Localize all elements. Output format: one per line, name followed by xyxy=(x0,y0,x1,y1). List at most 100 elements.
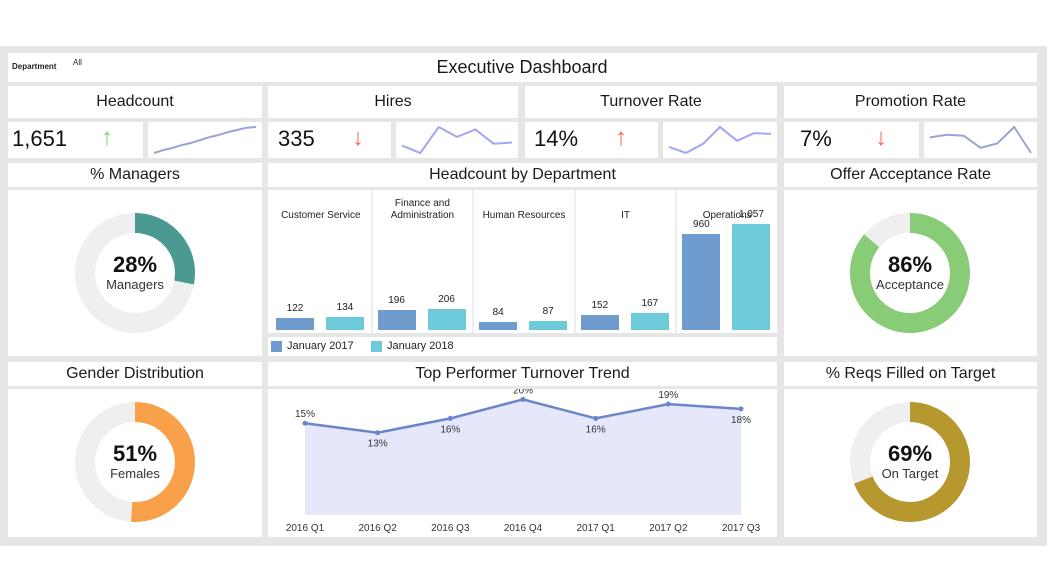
sparkline-line xyxy=(668,125,772,155)
trend-data-label: 20% xyxy=(513,389,533,396)
kpi-value-panel-turnover xyxy=(525,122,658,158)
reqs-sublabel: On Target xyxy=(881,466,939,481)
legend-label-2017: January 2017 xyxy=(287,340,354,352)
managers-title: % Managers xyxy=(8,163,262,187)
x-tick-label: 2016 Q2 xyxy=(358,523,397,534)
sparkline-hires xyxy=(396,122,518,158)
bar-2017[interactable] xyxy=(276,317,314,330)
trend-point[interactable] xyxy=(520,396,526,402)
arrow-up-icon: ↑ xyxy=(615,124,627,151)
dept-divider xyxy=(573,190,576,333)
dept-divider xyxy=(370,190,373,333)
trend-point[interactable] xyxy=(665,401,671,407)
department-filter-label: Department xyxy=(12,62,57,71)
bar-value-label: 196 xyxy=(388,295,405,307)
headcount-by-dept-title: Headcount by Department xyxy=(268,163,777,187)
bar-2017[interactable] xyxy=(377,310,416,330)
dept-divider xyxy=(675,190,678,333)
turnover-trend-chart: 15% 2016 Q1 13% 2016 Q2 16% 2016 Q3 20% 2016 Q4… xyxy=(286,389,761,534)
trend-data-label: 13% xyxy=(368,439,388,450)
kpi-value-panel-promotion xyxy=(784,122,919,158)
dept-category-label: IT xyxy=(621,210,631,221)
legend-item-2018[interactable]: January 2018 xyxy=(371,340,454,352)
header-bar xyxy=(8,53,1037,82)
gender-sublabel: Females xyxy=(110,466,160,481)
trend-data-label: 19% xyxy=(658,390,678,401)
department-filter-value[interactable]: All xyxy=(73,58,82,67)
kpi-title-headcount: Headcount xyxy=(8,86,262,118)
x-tick-label: 2016 Q3 xyxy=(431,523,470,534)
arrow-up-icon: ↑ xyxy=(101,124,113,151)
sparkline-line xyxy=(401,125,513,155)
dept-category-label: Finance and Administration xyxy=(390,198,455,221)
x-tick-label: 2017 Q3 xyxy=(722,523,761,534)
kpi-value-turnover: 14% xyxy=(534,126,579,151)
trend-point[interactable] xyxy=(375,430,381,436)
offer-acceptance-donut: 86% Acceptance xyxy=(850,213,970,333)
sparkline-promotion xyxy=(924,122,1037,158)
bar-value-label: 152 xyxy=(591,299,609,311)
dept-divider xyxy=(472,190,475,333)
sparkline-headcount xyxy=(148,122,262,158)
dept-category-label: Customer Service xyxy=(281,210,361,221)
x-tick-label: 2017 Q1 xyxy=(576,523,615,534)
kpi-title-hires: Hires xyxy=(268,86,518,118)
donut-segment xyxy=(850,213,970,333)
bar-value-label: 134 xyxy=(336,301,354,313)
bar-2018[interactable] xyxy=(630,313,669,330)
dept-category-label: Operations xyxy=(702,210,752,221)
kpi-value-panel-headcount xyxy=(8,122,143,158)
gender-donut: 51% Females xyxy=(75,402,195,522)
kpi-value-headcount: 1,651 xyxy=(12,126,68,151)
sparkline-line xyxy=(929,125,1032,154)
trend-data-label: 16% xyxy=(440,424,460,435)
gender-title: Gender Distribution xyxy=(8,362,262,386)
x-tick-label: 2017 Q2 xyxy=(649,523,688,534)
arrow-down-icon: ↓ xyxy=(875,124,887,151)
headcount-legend-panel xyxy=(268,337,777,356)
x-tick-label: 2016 Q1 xyxy=(286,523,325,534)
trend-area xyxy=(305,399,741,515)
bar-value-label: 84 xyxy=(492,306,504,318)
bar-value-label: 167 xyxy=(641,298,659,310)
reqs-percent: 69% xyxy=(887,441,933,466)
bar-value-label: 122 xyxy=(286,302,304,314)
kpi-title-turnover: Turnover Rate xyxy=(525,86,777,118)
kpi-value-panel-hires xyxy=(268,122,391,158)
trend-point[interactable] xyxy=(302,420,308,426)
bar-2018[interactable] xyxy=(732,224,771,330)
trend-data-label: 18% xyxy=(731,415,751,426)
offer-acceptance-title: Offer Acceptance Rate xyxy=(784,163,1037,187)
trend-point[interactable] xyxy=(593,415,599,421)
trend-point[interactable] xyxy=(738,406,744,412)
bar-2018[interactable] xyxy=(529,321,568,330)
donut-segment xyxy=(75,402,195,522)
bar-value-label: 960 xyxy=(693,219,710,230)
trend-data-label: 15% xyxy=(295,409,315,420)
bar-2018[interactable] xyxy=(326,316,364,330)
kpi-value-hires: 335 xyxy=(278,126,315,151)
kpi-title-promotion: Promotion Rate xyxy=(784,86,1037,118)
sparkline-line xyxy=(153,126,257,154)
dept-category-label: Human Resources xyxy=(482,210,566,221)
page-title: Executive Dashboard xyxy=(436,57,608,77)
bar-2018[interactable] xyxy=(427,309,466,330)
bar-2017[interactable] xyxy=(682,234,721,330)
managers-percent: 28% xyxy=(112,252,158,277)
kpi-value-promotion: 7% xyxy=(800,126,832,151)
bar-value-label: 87 xyxy=(542,306,554,318)
legend-item-2017[interactable]: January 2017 xyxy=(271,340,354,352)
trend-point[interactable] xyxy=(447,415,453,421)
legend-swatch-2017 xyxy=(271,340,282,352)
bar-value-label: 1,057 xyxy=(738,209,764,221)
reqs-title: % Reqs Filled on Target xyxy=(784,362,1037,386)
donut-segment xyxy=(75,213,195,333)
bar-2017[interactable] xyxy=(580,314,619,330)
managers-sublabel: Managers xyxy=(106,277,164,292)
x-tick-label: 2016 Q4 xyxy=(504,523,543,534)
reqs-donut: 69% On Target xyxy=(850,402,970,522)
sparkline-turnover xyxy=(663,122,777,158)
bar-2017[interactable] xyxy=(479,321,518,330)
legend-label-2018: January 2018 xyxy=(387,340,454,352)
bar-value-label: 206 xyxy=(438,294,455,306)
